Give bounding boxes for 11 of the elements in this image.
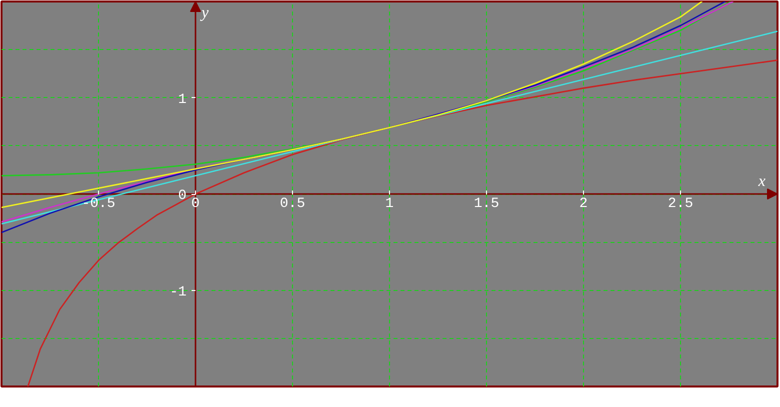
x-tick-label: 2 xyxy=(579,196,588,212)
line-series xyxy=(27,60,778,386)
x-tick-label: -0.5 xyxy=(82,196,116,212)
y-tick-label: -1 xyxy=(170,284,187,300)
x-tick-label: 1.5 xyxy=(474,196,500,212)
y-axis-title: y xyxy=(200,4,210,22)
x-tick-label: 1 xyxy=(385,196,394,212)
x-tick-label: 0.5 xyxy=(280,196,306,212)
x-tick-label: 2.5 xyxy=(668,196,694,212)
x-axis-title: x xyxy=(757,173,766,190)
y-tick-label: 1 xyxy=(178,92,187,108)
